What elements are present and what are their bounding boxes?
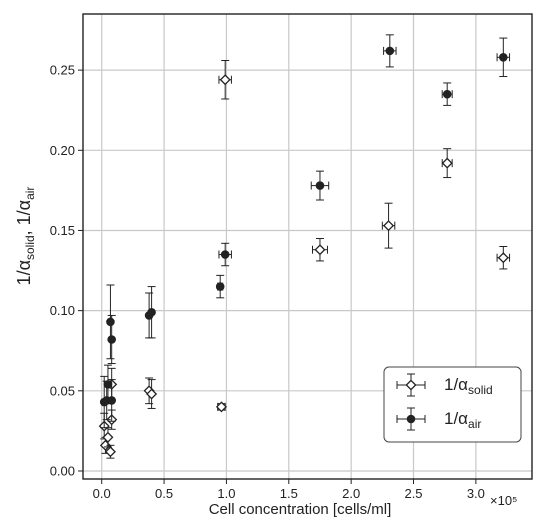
legend-label-air: 1/αair	[444, 409, 481, 431]
data-point-air	[383, 34, 397, 68]
grid	[83, 14, 532, 479]
x-tick-label: 1.0	[217, 486, 235, 501]
legend-label-air-main: 1/α	[444, 409, 468, 428]
legend-marker-air	[406, 414, 416, 424]
marker-air	[442, 89, 452, 99]
x-tick-label: 2.5	[404, 486, 422, 501]
y-tick-label: 0.10	[50, 303, 75, 318]
marker-air	[106, 317, 115, 327]
x-axis-label: Cell concentration [cells/ml]	[209, 501, 392, 518]
data-point-solid	[146, 379, 158, 409]
data-point-air	[441, 82, 453, 106]
data-point-solid	[381, 202, 396, 249]
y-axis-label: 1/αsolid, 1/αair	[14, 187, 37, 286]
data-point-solid	[218, 60, 232, 100]
series-solid	[98, 60, 511, 459]
x-tick-label: 2.0	[342, 486, 360, 501]
data-point-solid	[496, 246, 511, 270]
marker-solid	[215, 401, 227, 413]
y-tick-label: 0.15	[50, 223, 75, 238]
marker-air	[385, 46, 395, 56]
marker-solid	[219, 74, 231, 86]
data-point-solid	[311, 237, 328, 262]
x-tick-label: 1.5	[280, 486, 298, 501]
marker-solid	[102, 431, 114, 443]
marker-air	[107, 335, 116, 344]
data-point-solid	[104, 444, 116, 459]
legend-swatch-air	[396, 407, 426, 431]
marker-solid	[497, 252, 509, 264]
legend-label-solid-main: 1/α	[444, 375, 468, 394]
legend-swatch-solid	[396, 373, 426, 397]
series-layer	[98, 34, 511, 459]
marker-solid	[104, 446, 116, 458]
series-air	[99, 34, 511, 429]
data-point-air	[103, 364, 113, 405]
data-point-air	[310, 170, 330, 201]
legend: 1/αsolid 1/αair	[383, 366, 522, 443]
y-axis-label-sub-1: solid	[23, 235, 37, 260]
legend-label-solid: 1/αsolid	[444, 375, 493, 397]
legend-label-air-sub: air	[468, 417, 481, 431]
marker-solid	[314, 244, 326, 256]
data-point-air	[107, 379, 116, 422]
legend-label-solid-sub: solid	[468, 383, 493, 397]
marker-air	[107, 396, 116, 405]
plot-frame	[82, 13, 533, 480]
y-axis-label-main-1: 1/α	[14, 260, 34, 285]
y-axis-label-main-2: , 1/α	[14, 200, 34, 235]
y-tick-label: 0.20	[50, 143, 75, 158]
marker-solid	[146, 388, 158, 400]
marker-air	[103, 380, 113, 389]
marker-air	[499, 52, 508, 62]
marker-air	[215, 282, 225, 291]
data-point-solid	[441, 148, 453, 179]
marker-solid	[441, 157, 453, 169]
x-ticks: 0.0 0.5 1.0 1.5 2.0 2.5 3.0	[93, 479, 485, 501]
data-point-air	[215, 274, 225, 299]
x-tick-label: 3.0	[467, 486, 485, 501]
legend-marker-solid	[405, 379, 417, 391]
x-tick-label: 0.5	[155, 486, 173, 501]
data-point-air	[106, 284, 115, 360]
y-tick-label: 0.00	[50, 463, 75, 478]
data-point-air	[147, 286, 156, 339]
legend-box	[383, 366, 522, 443]
y-tick-label: 0.05	[50, 383, 75, 398]
data-point-solid	[215, 401, 227, 413]
y-ticks: 0.00 0.05 0.10 0.15 0.20 0.25	[50, 63, 83, 478]
y-axis-label-sub-2: air	[23, 187, 37, 200]
data-point-air	[107, 314, 116, 365]
marker-air	[220, 250, 230, 259]
data-point-air	[218, 242, 232, 267]
y-tick-label: 0.25	[50, 63, 75, 78]
x-tick-label: 0.0	[93, 486, 111, 501]
marker-air	[315, 181, 325, 190]
legend-swatches	[396, 373, 426, 431]
data-point-air	[496, 37, 511, 78]
x-axis-multiplier: ×10⁵	[490, 493, 517, 508]
marker-solid	[383, 220, 395, 232]
marker-air	[147, 307, 156, 317]
